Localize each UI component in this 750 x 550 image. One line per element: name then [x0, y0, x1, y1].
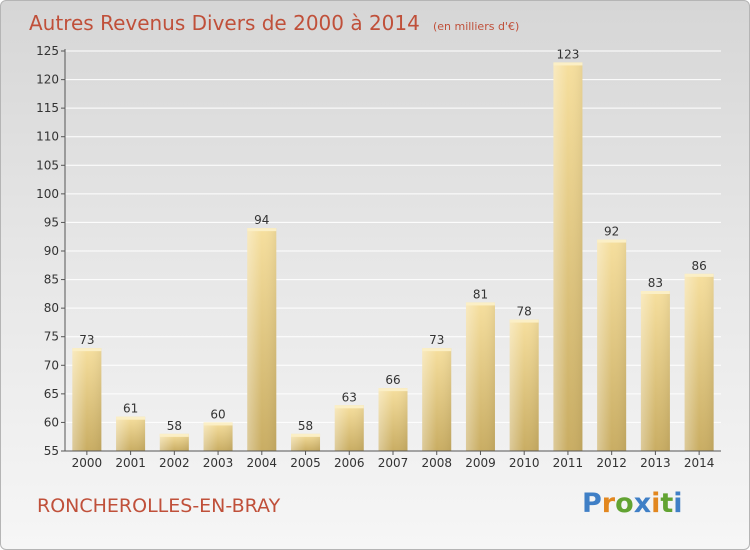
- bar-shine: [116, 416, 146, 451]
- y-tick-label: 110: [36, 130, 59, 144]
- logo-letter-5: i: [651, 488, 661, 519]
- bar-top: [422, 348, 452, 352]
- bar-value-label: 123: [556, 47, 579, 61]
- bar-value-label: 58: [298, 419, 313, 433]
- bar-shine: [159, 433, 189, 451]
- logo-letter-6: t: [660, 488, 674, 519]
- y-tick-label: 120: [36, 73, 59, 87]
- x-tick-label: 2009: [465, 456, 496, 470]
- bar-value-label: 83: [648, 276, 663, 290]
- x-tick-label: 2014: [684, 456, 715, 470]
- y-tick-label: 100: [36, 187, 59, 201]
- bar-top: [203, 422, 233, 426]
- bar-value-label: 73: [79, 333, 94, 347]
- x-tick-label: 2000: [72, 456, 103, 470]
- bar-shine: [684, 273, 714, 451]
- bar-value-label: 86: [691, 259, 706, 273]
- bar-top: [684, 273, 714, 277]
- bar-shine: [334, 405, 364, 451]
- y-tick-label: 85: [44, 273, 59, 287]
- bar-top: [247, 228, 277, 232]
- x-tick-label: 2013: [640, 456, 671, 470]
- bar-value-label: 66: [385, 373, 400, 387]
- logo-letter-3: o: [615, 488, 634, 519]
- bar-top: [159, 433, 189, 437]
- chart-title: Autres Revenus Divers de 2000 à 2014: [29, 11, 420, 35]
- bar-top: [465, 302, 495, 306]
- bar-top: [597, 239, 627, 243]
- bar-value-label: 78: [517, 305, 532, 319]
- bar-value-label: 60: [210, 407, 225, 421]
- bar-shine: [378, 388, 408, 451]
- y-tick-label: 55: [44, 444, 59, 458]
- x-tick-label: 2006: [334, 456, 365, 470]
- bar-shine: [247, 228, 277, 451]
- bar-value-label: 94: [254, 213, 269, 227]
- bar-shine: [509, 319, 539, 451]
- x-tick-label: 2008: [421, 456, 452, 470]
- y-tick-label: 70: [44, 358, 59, 372]
- bar-value-label: 73: [429, 333, 444, 347]
- proxiti-logo: Proxiti: [582, 488, 683, 519]
- bar-top: [116, 416, 146, 420]
- chart-title-row: Autres Revenus Divers de 2000 à 2014 (en…: [29, 11, 519, 35]
- bar-top: [553, 62, 583, 66]
- x-tick-label: 2003: [203, 456, 234, 470]
- bar-shine: [422, 348, 452, 451]
- bar-shine: [597, 239, 627, 451]
- logo-letter-7: i: [673, 488, 683, 519]
- logo-letter-1: P: [582, 488, 602, 519]
- x-tick-label: 2002: [159, 456, 190, 470]
- bar-top: [72, 348, 102, 352]
- bar-shine: [203, 422, 233, 451]
- bar-top: [291, 433, 321, 437]
- bar-top: [334, 405, 364, 409]
- x-tick-label: 2011: [553, 456, 584, 470]
- y-tick-label: 90: [44, 244, 59, 258]
- bar-value-label: 61: [123, 402, 138, 416]
- x-tick-label: 2001: [115, 456, 146, 470]
- chart-unit: (en milliers d'€): [432, 20, 520, 33]
- bar-shine: [72, 348, 102, 451]
- logo-letter-4: x: [633, 488, 652, 519]
- bar-shine: [553, 62, 583, 452]
- bar-value-label: 92: [604, 225, 619, 239]
- y-tick-label: 95: [44, 215, 59, 229]
- y-tick-label: 115: [36, 101, 59, 115]
- city-name: RONCHEROLLES-EN-BRAY: [37, 495, 281, 517]
- bar-top: [640, 291, 670, 294]
- x-tick-label: 2012: [596, 456, 627, 470]
- bar-value-label: 81: [473, 287, 488, 301]
- x-tick-label: 2007: [378, 456, 409, 470]
- bar-shine: [291, 433, 321, 451]
- x-tick-label: 2004: [247, 456, 278, 470]
- bar-value-label: 63: [342, 390, 357, 404]
- y-tick-label: 60: [44, 415, 59, 429]
- y-tick-label: 65: [44, 387, 59, 401]
- bar-top: [509, 319, 539, 323]
- y-tick-label: 105: [36, 158, 59, 172]
- x-tick-label: 2010: [509, 456, 540, 470]
- bar-value-label: 58: [167, 419, 182, 433]
- bar-shine: [640, 291, 670, 451]
- y-tick-label: 80: [44, 301, 59, 315]
- logo-letter-2: r: [601, 488, 616, 519]
- bar-top: [378, 388, 408, 392]
- y-tick-label: 125: [36, 44, 59, 58]
- bar-shine: [465, 302, 495, 451]
- x-tick-label: 2005: [290, 456, 321, 470]
- y-tick-label: 75: [44, 330, 59, 344]
